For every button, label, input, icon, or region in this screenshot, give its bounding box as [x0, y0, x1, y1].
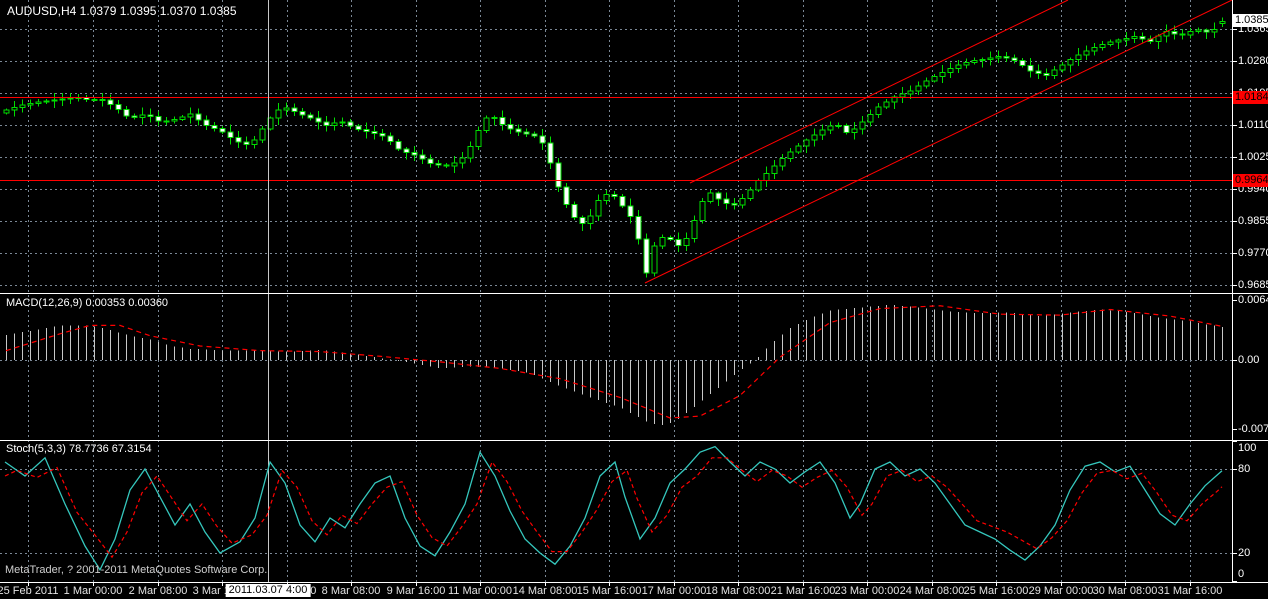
level-price-label-upper[interactable]: 1.0184	[1233, 91, 1268, 104]
time-tick-label: 17 Mar 00:00	[641, 585, 707, 597]
time-tick-label: 24 Mar 08:00	[899, 585, 965, 597]
candlestick-series	[3, 17, 1226, 278]
time-tick-label: 15 Mar 16:00	[576, 585, 642, 597]
macd-tick-label: 0.00644	[1238, 294, 1268, 306]
time-tick-label: 25 Mar 16:00	[963, 585, 1029, 597]
time-tick-label: 8 Mar 08:00	[321, 585, 381, 597]
horizontal-level-lines[interactable]	[0, 97, 1232, 181]
axis-tick-marks	[28, 29, 1237, 586]
time-tick-label: 31 Mar 16:00	[1157, 585, 1223, 597]
time-tick-label: 30 Mar 08:00	[1092, 585, 1158, 597]
stoch-k-line	[4, 445, 1223, 572]
grid-lines	[0, 0, 1232, 582]
price-tick-label: 0.9685	[1238, 279, 1268, 291]
time-tick-label: 29 Mar 00:00	[1028, 585, 1094, 597]
time-tick-label: 18 Mar 08:00	[705, 585, 771, 597]
macd-histogram	[6, 305, 1223, 426]
stoch-indicator-label: Stoch(5,3,3) 78.7736 67.3154	[6, 443, 152, 455]
trend-channel-lines[interactable]	[644, 0, 1233, 284]
level-price-label-lower[interactable]: 0.9964	[1233, 174, 1268, 187]
time-tick-label: 11 Mar 00:00	[447, 585, 513, 597]
price-tick-label: 0.9855	[1238, 215, 1268, 227]
stoch-tick-label: 100	[1238, 442, 1257, 454]
time-tick-label: 25 Feb 2011	[0, 585, 59, 597]
price-tick-label: 1.0110	[1238, 119, 1268, 131]
price-tick-label: 1.0280	[1238, 55, 1268, 67]
current-price-label: 1.0385	[1233, 14, 1268, 27]
stoch-d-line	[4, 457, 1223, 559]
stoch-tick-label: 80	[1238, 463, 1251, 475]
stoch-tick-label: 20	[1238, 547, 1251, 559]
time-tick-label: 14 Mar 08:00	[512, 585, 578, 597]
metatrader-watermark: MetaTrader, ? 2001-2011 MetaQuotes Softw…	[5, 564, 268, 576]
stoch-tick-label: 0	[1238, 568, 1245, 580]
chart-symbol-ohlc-title: AUDUSD,H4 1.0379 1.0395 1.0370 1.0385	[7, 4, 237, 18]
panel-separators	[0, 0, 1268, 583]
time-tick-label: 1 Mar 00:00	[63, 585, 123, 597]
time-tick-label: 9 Mar 16:00	[386, 585, 446, 597]
time-tick-label: 21 Mar 16:00	[770, 585, 836, 597]
time-tick-label: 2 Mar 08:00	[128, 585, 188, 597]
macd-tick-label: 0.00	[1238, 354, 1260, 366]
selected-time-label: 2011.03.07 4:00	[225, 584, 311, 597]
macd-tick-label: -0.00737	[1238, 423, 1268, 435]
time-tick-label: 23 Mar 00:00	[834, 585, 900, 597]
macd-indicator-label: MACD(12,26,9) 0.00353 0.00360	[6, 297, 169, 309]
